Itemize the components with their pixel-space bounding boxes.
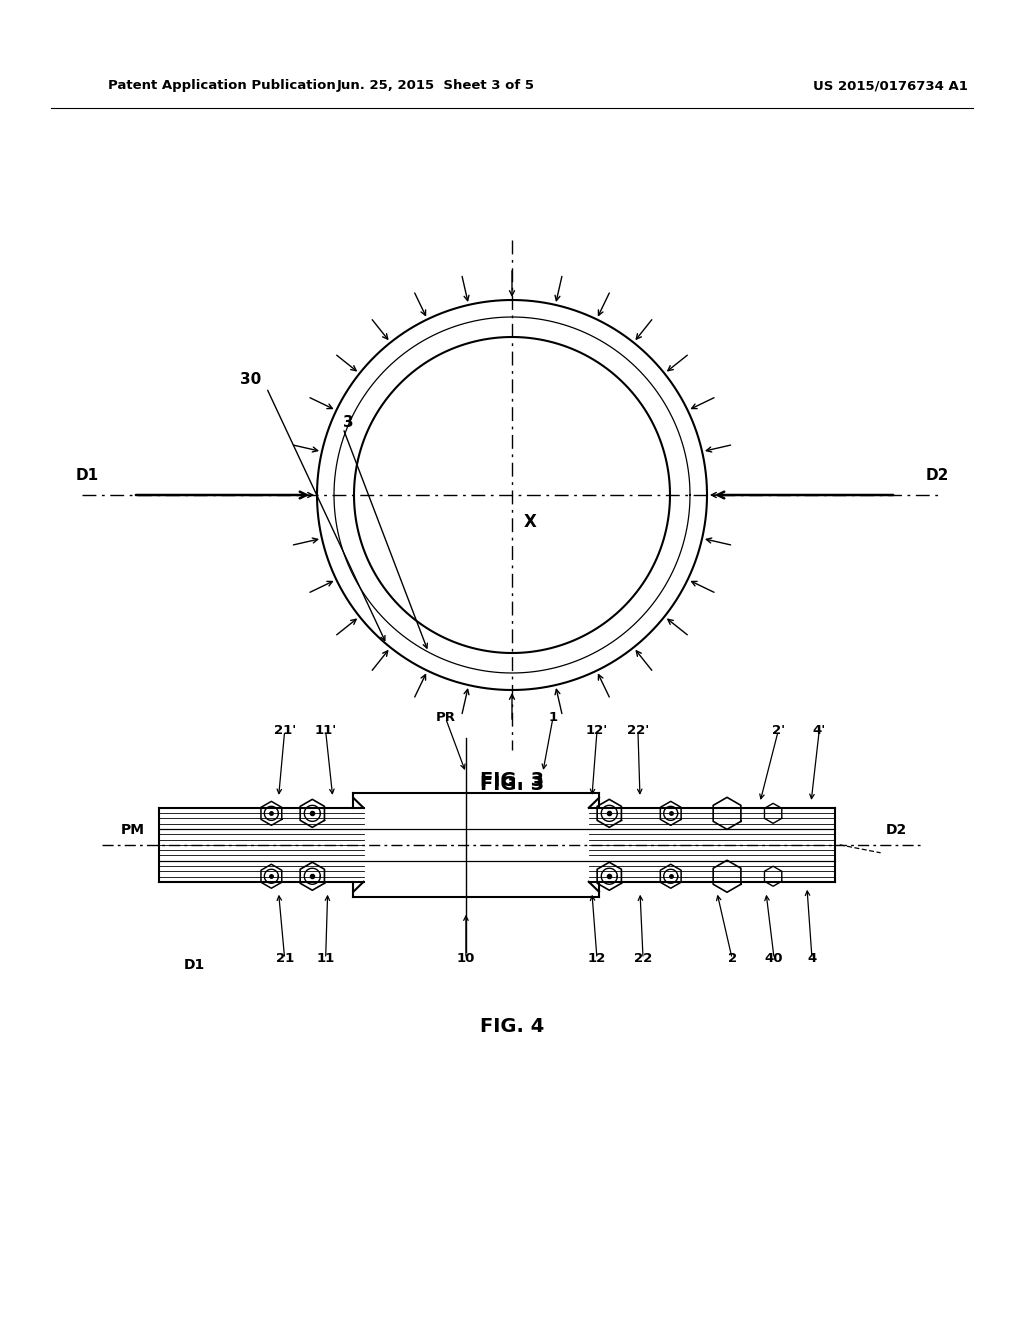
Text: US 2015/0176734 A1: US 2015/0176734 A1 (813, 79, 969, 92)
Text: D1: D1 (76, 469, 98, 483)
Text: X: X (524, 513, 537, 531)
Text: D1: D1 (184, 958, 205, 972)
Text: 4': 4' (813, 725, 825, 738)
Text: PR: PR (435, 711, 456, 725)
Text: 2: 2 (728, 952, 736, 965)
Text: 40: 40 (765, 952, 783, 965)
Text: 21': 21' (273, 725, 296, 738)
Text: 2': 2' (772, 725, 784, 738)
Text: 12: 12 (588, 952, 606, 965)
Text: 11: 11 (316, 952, 335, 965)
Text: 12': 12' (586, 725, 608, 738)
Text: D2: D2 (886, 822, 906, 837)
Text: Jun. 25, 2015  Sheet 3 of 5: Jun. 25, 2015 Sheet 3 of 5 (336, 79, 535, 92)
Text: FIG. 3: FIG. 3 (480, 776, 544, 795)
Text: Patent Application Publication: Patent Application Publication (108, 79, 335, 92)
Text: FIG. 3: FIG. 3 (480, 771, 544, 789)
Text: PM: PM (121, 822, 145, 837)
Text: 1: 1 (549, 711, 557, 725)
Text: 22: 22 (634, 952, 652, 965)
Text: 4: 4 (807, 952, 817, 965)
Text: 3: 3 (343, 416, 353, 430)
Text: 10: 10 (457, 952, 475, 965)
Text: 21: 21 (275, 952, 294, 965)
Text: 30: 30 (241, 372, 261, 387)
Text: FIG. 4: FIG. 4 (480, 1018, 544, 1036)
Text: 11': 11' (314, 725, 337, 738)
Text: 22': 22' (627, 725, 649, 738)
Text: D2: D2 (926, 469, 948, 483)
